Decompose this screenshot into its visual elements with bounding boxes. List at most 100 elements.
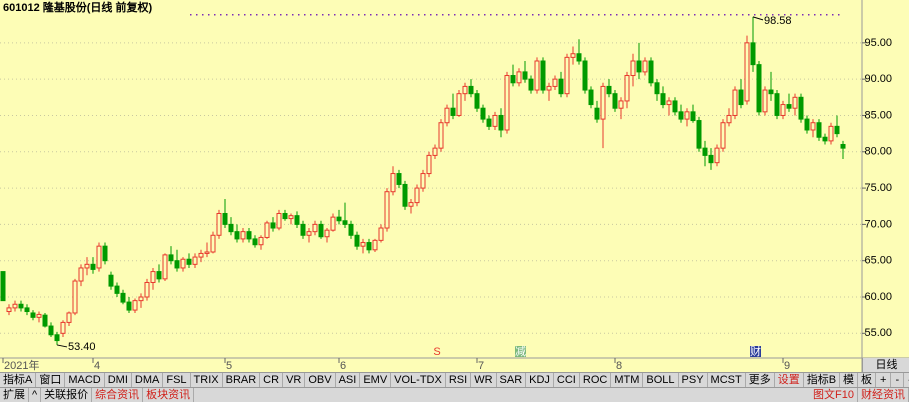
indicator-dot <box>688 14 690 16</box>
indicator-dot <box>820 14 822 16</box>
tab[interactable]: 综合资讯 <box>92 388 144 402</box>
indicator-dot <box>700 14 702 16</box>
candle-body <box>534 60 540 91</box>
candle-body <box>738 89 744 106</box>
indicator-dot <box>784 14 786 16</box>
indicator-dot <box>454 14 456 16</box>
indicator-dot <box>238 14 240 16</box>
tab[interactable]: BOLL <box>643 373 679 387</box>
candle-body <box>144 281 150 298</box>
tab[interactable]: PSY <box>679 373 708 387</box>
y-tick-label: 70.00 <box>864 218 892 230</box>
indicator-dot <box>772 14 774 16</box>
candle-body <box>276 212 282 229</box>
indicator-dot <box>478 14 480 16</box>
tab[interactable]: BRAR <box>223 373 261 387</box>
candle-body <box>372 239 378 251</box>
tab[interactable]: 模 <box>840 373 859 387</box>
tab[interactable]: 窗口 <box>36 373 66 387</box>
candle-body <box>828 125 834 142</box>
tab[interactable]: KDJ <box>526 373 554 387</box>
tab[interactable]: 关联报价 <box>41 388 93 402</box>
tab[interactable]: FSL <box>163 373 191 387</box>
candle-body <box>696 120 702 149</box>
candle-body <box>702 147 708 156</box>
candle-body <box>234 231 240 240</box>
candle-body <box>804 118 810 131</box>
tab[interactable]: SAR <box>497 373 527 387</box>
tab[interactable]: 板块资讯 <box>143 388 195 402</box>
candle-body <box>666 100 672 106</box>
tab[interactable]: MACD <box>65 373 105 387</box>
candle-body <box>822 136 828 142</box>
candle-body <box>714 147 720 164</box>
tab[interactable]: 指标B <box>804 373 841 387</box>
tab[interactable]: RSI <box>446 373 472 387</box>
candle-body <box>684 111 690 120</box>
min-arrow <box>56 344 68 348</box>
candle-body <box>762 89 768 113</box>
candle-body <box>516 71 522 84</box>
tab[interactable]: 扩展 <box>0 388 29 402</box>
tab[interactable]: 指标A <box>0 373 37 387</box>
candle-body <box>198 252 204 258</box>
indicator-dot <box>682 14 684 16</box>
tab[interactable]: TRIX <box>191 373 223 387</box>
candle-body <box>798 96 804 120</box>
indicator-dot <box>604 14 606 16</box>
candle-body <box>96 245 102 269</box>
tab[interactable]: EMV <box>360 373 392 387</box>
indicator-dot <box>298 14 300 16</box>
tab[interactable]: + <box>876 373 892 387</box>
candle-body <box>672 100 678 113</box>
tab[interactable]: WR <box>471 373 497 387</box>
tab[interactable]: ASI <box>336 373 361 387</box>
tab[interactable]: - <box>891 373 905 387</box>
indicator-dot <box>550 14 552 16</box>
event-box <box>515 346 526 357</box>
tab[interactable]: MTM <box>611 373 644 387</box>
candle-body <box>210 234 216 253</box>
background <box>0 0 909 372</box>
tab[interactable]: 图文F10 <box>810 388 858 402</box>
candle-body <box>504 75 510 131</box>
indicator-dot <box>256 14 258 16</box>
candle-body <box>498 114 504 131</box>
candle-body <box>312 223 318 233</box>
indicator-dot <box>316 14 318 16</box>
candle-body <box>120 292 126 303</box>
candle-body <box>456 93 462 116</box>
candle-body <box>660 93 666 106</box>
candle-body <box>258 236 264 246</box>
tab[interactable]: ^ <box>29 388 42 402</box>
tab[interactable]: 设置 <box>775 373 804 387</box>
tab[interactable]: DMA <box>132 373 164 387</box>
indicator-dot <box>706 14 708 16</box>
tab[interactable]: 财经资讯 <box>858 388 909 402</box>
tab[interactable]: ROC <box>580 373 612 387</box>
tab[interactable]: CCI <box>554 373 580 387</box>
indicator-dot <box>340 14 342 16</box>
indicator-dot <box>250 14 252 16</box>
tab[interactable]: 更多 <box>746 373 775 387</box>
tab[interactable]: ◂ <box>904 373 909 387</box>
candle-body <box>636 60 642 73</box>
tab[interactable]: CR <box>260 373 284 387</box>
tab[interactable]: MCST <box>708 373 746 387</box>
candle-body <box>480 107 486 120</box>
candle-body <box>342 220 348 225</box>
tab[interactable]: OBV <box>305 373 336 387</box>
tab[interactable]: VR <box>283 373 306 387</box>
tab[interactable]: VOL-TDX <box>391 373 446 387</box>
indicator-dot <box>268 14 270 16</box>
candle-body <box>732 89 738 116</box>
candle-body <box>600 85 606 120</box>
indicator-dot <box>568 14 570 16</box>
candle-body <box>300 223 306 236</box>
tab[interactable]: DMI <box>105 373 132 387</box>
tab[interactable]: 板 <box>858 373 877 387</box>
candle-body <box>408 202 414 207</box>
period-tab[interactable]: 日线 <box>862 358 909 372</box>
indicator-dot <box>202 14 204 16</box>
indicator-dot <box>838 14 840 16</box>
